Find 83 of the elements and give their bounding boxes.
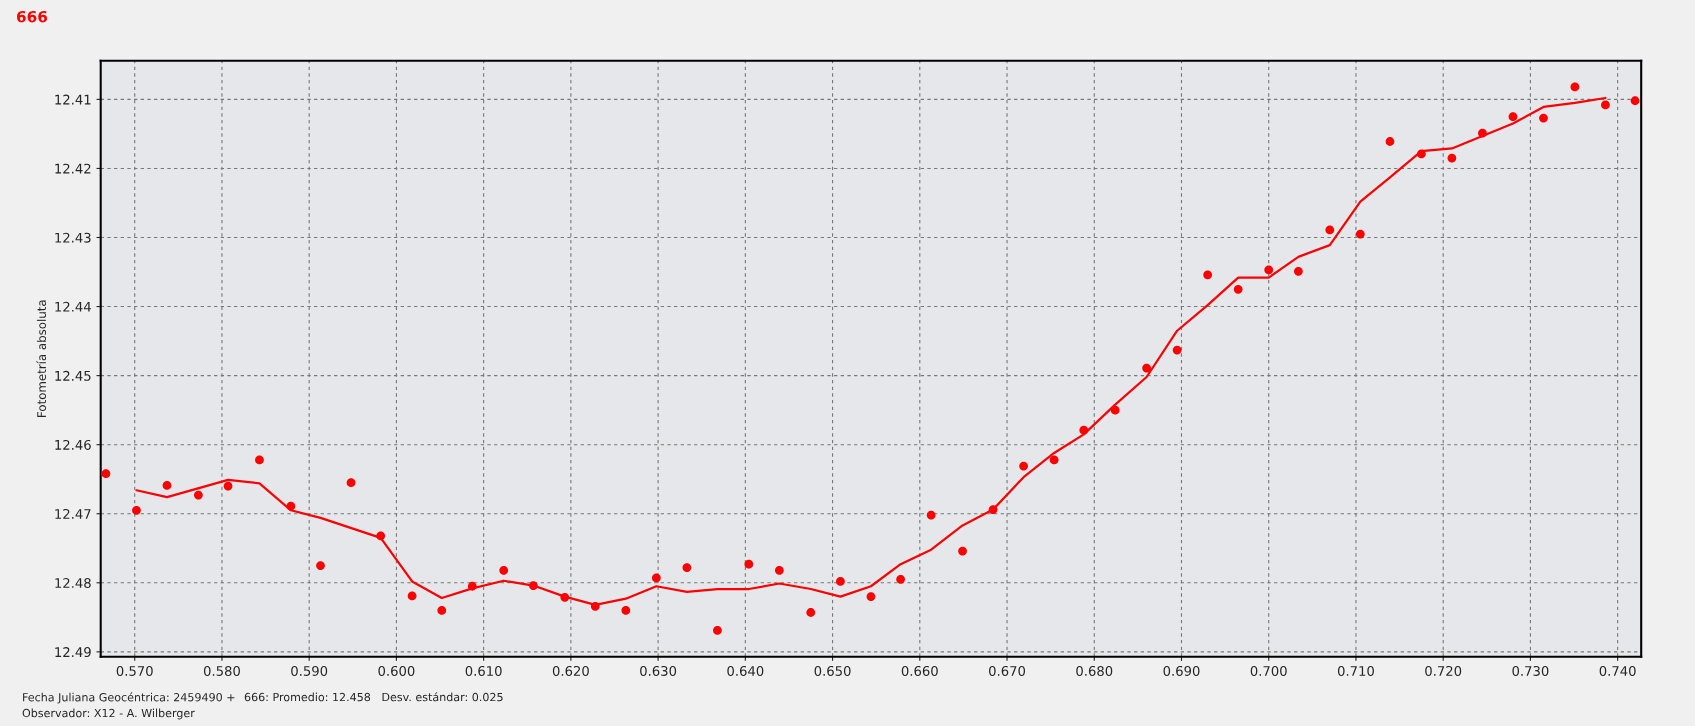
text: Observador: X12 - A. Wilberger: [22, 708, 195, 720]
y-axis-title: Fotometría absoluta: [36, 300, 47, 417]
x-tick-label: 0.650: [814, 665, 851, 676]
point: [1325, 225, 1335, 235]
x-tick-label: 0.730: [1512, 665, 1549, 676]
text: Fecha Juliana Geocéntrica: 2459490 +: [23, 692, 235, 704]
point: [223, 481, 233, 491]
point: [1416, 149, 1426, 159]
point: [1079, 425, 1089, 435]
point: [1264, 265, 1274, 275]
point: [101, 469, 111, 479]
point: [866, 592, 876, 602]
point: [1447, 153, 1457, 163]
x-tick-label: 0.640: [727, 665, 764, 676]
point: [1293, 266, 1303, 276]
point: [1142, 363, 1151, 373]
point: [499, 565, 509, 575]
chart-title: 666: [16, 10, 48, 23]
point: [1019, 461, 1028, 471]
point: [988, 505, 998, 514]
x-tick-label: 0.600: [378, 665, 415, 676]
point: [437, 606, 447, 615]
x-tick-label: 0.740: [1599, 665, 1636, 676]
point: [806, 608, 816, 617]
x-tick-label: 0.630: [640, 665, 677, 676]
point: [407, 591, 417, 601]
y-tick-label: 12.47: [55, 508, 91, 519]
point: [528, 581, 538, 590]
point: [836, 577, 845, 586]
x-tick-label: 0.670: [989, 665, 1026, 676]
x-tick-label: 0.680: [1076, 665, 1113, 676]
point: [162, 481, 172, 490]
point: [1203, 270, 1213, 280]
point: [682, 563, 692, 572]
point: [1049, 455, 1059, 465]
point: [376, 531, 386, 541]
x-tick-label: 0.690: [1163, 665, 1200, 676]
point: [590, 601, 600, 611]
point: [286, 501, 296, 511]
x-tick-label: 0.590: [291, 665, 328, 676]
point: [744, 559, 754, 569]
x-tick-label: 0.610: [465, 665, 502, 676]
point: [1570, 82, 1580, 92]
text: 666: Promedio: 12.458 Desv. estándar: 0.025: [244, 692, 503, 702]
point: [346, 478, 356, 488]
point: [651, 573, 661, 583]
point: [774, 565, 784, 575]
x-tick-label: 0.570: [116, 665, 153, 676]
y-tick-label: 12.42: [55, 163, 91, 174]
point: [1630, 96, 1640, 106]
x-tick-label: 0.710: [1337, 665, 1374, 676]
y-tick-label: 12.49: [55, 647, 91, 658]
x-tick-label: 0.720: [1425, 665, 1462, 676]
y-tick-label: 12.48: [55, 578, 91, 588]
point: [1233, 284, 1243, 294]
x-tick-label: 0.580: [203, 665, 240, 676]
point: [255, 455, 264, 465]
point: [1601, 100, 1610, 110]
point: [621, 606, 631, 615]
point: [926, 510, 936, 520]
point: [194, 490, 203, 500]
y-tick-label: 12.44: [55, 301, 91, 312]
y-tick-label: 12.43: [55, 232, 91, 243]
point: [132, 505, 141, 515]
point: [1385, 137, 1395, 146]
point: [713, 626, 722, 635]
point: [560, 592, 570, 602]
point: [467, 581, 477, 591]
point: [1110, 405, 1120, 415]
x-tick-label: 0.620: [552, 665, 589, 676]
y-tick-label: 12.46: [55, 439, 91, 450]
x-tick-label: 0.700: [1250, 665, 1287, 676]
point: [316, 561, 325, 570]
y-tick-label: 12.41: [55, 94, 91, 105]
point: [896, 574, 905, 584]
point: [1508, 112, 1518, 122]
y-tick-label: 12.45: [55, 370, 91, 381]
point: [1355, 229, 1365, 239]
point: [1478, 128, 1487, 138]
point: [958, 546, 967, 556]
point: [1539, 113, 1548, 123]
point: [1172, 345, 1182, 355]
x-tick-label: 0.660: [901, 665, 938, 676]
